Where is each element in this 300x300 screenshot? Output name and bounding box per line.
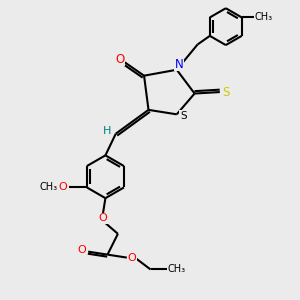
- Text: CH₃: CH₃: [254, 12, 272, 22]
- Text: N: N: [175, 58, 184, 71]
- Text: O: O: [99, 213, 107, 223]
- Text: S: S: [222, 85, 230, 98]
- Text: S: S: [180, 111, 187, 121]
- Text: CH₃: CH₃: [168, 265, 186, 275]
- Text: O: O: [116, 53, 125, 66]
- Text: CH₃: CH₃: [39, 182, 57, 193]
- Text: O: O: [58, 182, 67, 193]
- Text: H: H: [103, 126, 112, 136]
- Text: O: O: [128, 253, 136, 262]
- Text: O: O: [78, 245, 87, 255]
